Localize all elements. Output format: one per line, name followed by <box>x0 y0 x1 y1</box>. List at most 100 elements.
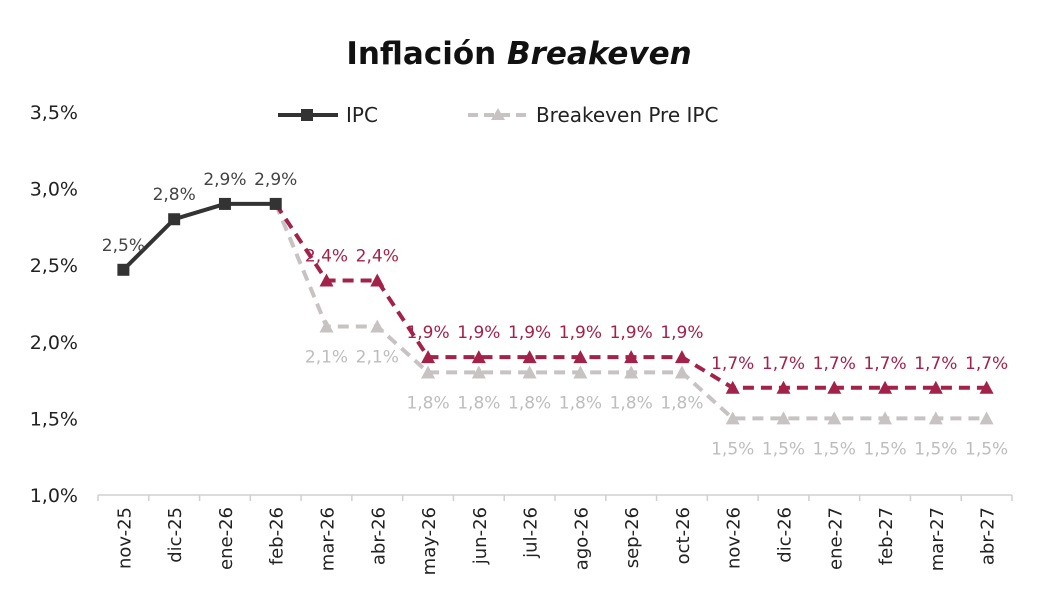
x-tick-label: sep-26 <box>622 507 643 568</box>
data-label-breakeven-post-ipc: 1,9% <box>406 323 449 343</box>
series-line-breakeven-pre-ipc <box>273 203 987 421</box>
data-label-breakeven-post-ipc: 1,7% <box>711 354 754 374</box>
data-label-breakeven-pre-ipc: 2,1% <box>356 347 399 367</box>
data-point-breakeven-post-ipc <box>827 380 842 394</box>
data-label-breakeven-post-ipc: 1,7% <box>762 354 805 374</box>
x-tick-label: nov-25 <box>114 507 135 569</box>
x-tick-label: ene-27 <box>825 507 846 570</box>
x-tick-label: feb-27 <box>876 507 897 565</box>
data-point-breakeven-post-ipc <box>522 350 537 364</box>
chart-title-main: Inflación <box>346 36 497 72</box>
data-point-breakeven-pre-ipc <box>878 411 893 425</box>
data-label-breakeven-post-ipc: 1,9% <box>508 323 551 343</box>
data-label-ipc: 2,5% <box>102 236 145 256</box>
data-label-breakeven-pre-ipc: 1,5% <box>762 439 805 459</box>
data-point-breakeven-pre-ipc <box>827 411 842 425</box>
data-point-breakeven-post-ipc <box>370 273 385 287</box>
y-tick-label: 3,0% <box>30 179 78 201</box>
legend-item-breakeven-pre: Breakeven Pre IPC <box>466 103 719 127</box>
y-tick-label: 1,0% <box>30 485 78 507</box>
data-point-breakeven-pre-ipc <box>674 365 689 379</box>
data-point-ipc <box>218 197 231 210</box>
data-label-breakeven-pre-ipc: 1,5% <box>711 439 754 459</box>
legend-item-ipc: IPC <box>276 103 378 127</box>
x-tick-label: abr-26 <box>368 507 389 565</box>
data-label-breakeven-pre-ipc: 1,8% <box>457 393 500 413</box>
data-point-breakeven-post-ipc <box>319 273 334 287</box>
data-point-breakeven-pre-ipc <box>624 365 639 379</box>
data-point-breakeven-pre-ipc <box>370 319 385 333</box>
data-point-breakeven-post-ipc <box>878 380 893 394</box>
x-tick-label: nov-26 <box>724 507 745 569</box>
legend-swatch-breakeven-pre <box>467 108 528 120</box>
data-point-breakeven-pre-ipc <box>471 365 486 379</box>
data-label-breakeven-pre-ipc: 1,8% <box>610 393 653 413</box>
data-point-breakeven-pre-ipc <box>725 411 740 425</box>
chart-legend: IPC Breakeven Pre IPC <box>276 100 718 130</box>
data-label-breakeven-post-ipc: 1,7% <box>863 354 906 374</box>
data-point-breakeven-post-ipc <box>776 380 791 394</box>
data-label-breakeven-post-ipc: 1,9% <box>457 323 500 343</box>
data-label-breakeven-post-ipc: 2,4% <box>305 247 348 267</box>
data-label-breakeven-post-ipc: 1,9% <box>660 323 703 343</box>
x-tick-label: ene-26 <box>216 507 237 570</box>
data-label-breakeven-post-ipc: 1,9% <box>559 323 602 343</box>
y-tick-label: 3,5% <box>30 102 78 124</box>
x-tick-label: abr-27 <box>978 507 999 565</box>
x-tick-label: may-26 <box>419 507 440 575</box>
x-tick-label: mar-26 <box>318 507 339 571</box>
chart-title-italic: Breakeven <box>506 36 692 72</box>
data-label-breakeven-pre-ipc: 1,8% <box>406 393 449 413</box>
data-point-breakeven-post-ipc <box>573 350 588 364</box>
data-label-ipc: 2,9% <box>203 170 246 190</box>
data-point-breakeven-pre-ipc <box>319 319 334 333</box>
data-point-ipc <box>269 197 282 210</box>
x-tick-label: feb-26 <box>267 507 288 565</box>
data-label-breakeven-pre-ipc: 1,5% <box>863 439 906 459</box>
series-line-ipc <box>121 201 276 272</box>
data-label-ipc: 2,9% <box>254 170 297 190</box>
data-point-breakeven-pre-ipc <box>776 411 791 425</box>
chart-title: Inflación Breakeven <box>0 36 1038 72</box>
data-label-breakeven-pre-ipc: 1,5% <box>914 439 957 459</box>
x-tick-label: dic-25 <box>165 507 186 563</box>
x-tick-label: jul-26 <box>521 507 542 559</box>
data-label-breakeven-pre-ipc: 2,1% <box>305 347 348 367</box>
data-point-breakeven-post-ipc <box>471 350 486 364</box>
data-point-breakeven-post-ipc <box>979 380 994 394</box>
data-label-breakeven-pre-ipc: 1,5% <box>813 439 856 459</box>
data-point-breakeven-post-ipc <box>725 380 740 394</box>
data-point-breakeven-post-ipc <box>624 350 639 364</box>
legend-label-breakeven-pre: Breakeven Pre IPC <box>535 103 719 127</box>
y-tick-label: 2,5% <box>30 255 78 277</box>
x-tick-label: oct-26 <box>673 507 694 564</box>
data-point-ipc <box>168 213 181 226</box>
data-label-breakeven-pre-ipc: 1,5% <box>965 439 1008 459</box>
data-point-breakeven-post-ipc <box>421 350 436 364</box>
data-label-breakeven-pre-ipc: 1,8% <box>508 393 551 413</box>
y-tick-label: 2,0% <box>30 332 78 354</box>
data-point-breakeven-post-ipc <box>674 350 689 364</box>
legend-label-ipc: IPC <box>346 103 378 127</box>
data-label-breakeven-post-ipc: 1,7% <box>813 354 856 374</box>
x-tick-label: ago-26 <box>571 507 592 570</box>
y-tick-label: 1,5% <box>30 408 78 430</box>
data-point-breakeven-post-ipc <box>928 380 943 394</box>
data-label-breakeven-pre-ipc: 1,8% <box>559 393 602 413</box>
data-point-breakeven-pre-ipc <box>573 365 588 379</box>
x-tick-label: mar-27 <box>927 507 948 571</box>
data-label-breakeven-post-ipc: 1,7% <box>914 354 957 374</box>
legend-swatch-ipc <box>278 109 338 121</box>
data-point-breakeven-pre-ipc <box>928 411 943 425</box>
data-label-breakeven-pre-ipc: 1,8% <box>660 393 703 413</box>
data-label-breakeven-post-ipc: 1,7% <box>965 354 1008 374</box>
data-label-ipc: 2,8% <box>153 185 196 205</box>
data-label-breakeven-post-ipc: 1,9% <box>610 323 653 343</box>
x-tick-label: jun-26 <box>470 507 491 565</box>
data-point-breakeven-pre-ipc <box>522 365 537 379</box>
data-point-breakeven-pre-ipc <box>421 365 436 379</box>
x-tick-label: dic-26 <box>775 507 796 563</box>
data-point-breakeven-pre-ipc <box>979 411 994 425</box>
data-label-breakeven-post-ipc: 2,4% <box>356 247 399 267</box>
